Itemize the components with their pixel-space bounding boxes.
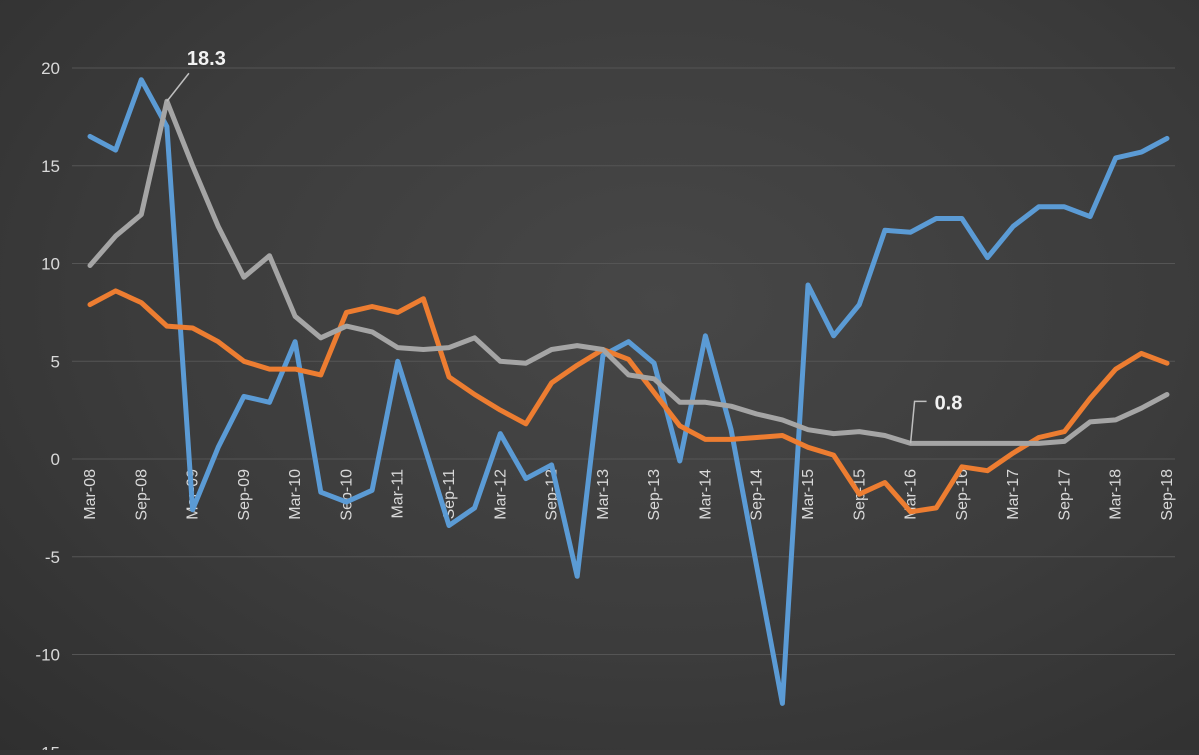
- x-tick-label: Sep-13: [646, 469, 663, 521]
- series-line-1: [87, 77, 1170, 706]
- y-tick-label: 5: [51, 352, 60, 371]
- x-tick-label: Sep-16: [954, 469, 971, 521]
- annotation-leader: [909, 400, 927, 444]
- x-tick-label: Mar-08: [82, 469, 99, 520]
- x-tick-label: Mar-17: [1005, 469, 1022, 520]
- y-tick-label: 15: [41, 157, 60, 176]
- x-tick-label: Mar-13: [595, 469, 612, 520]
- x-tick-label: Mar-18: [1108, 469, 1125, 520]
- x-tick-label: Sep-18: [1159, 469, 1176, 521]
- y-tick-label: 10: [41, 255, 60, 274]
- x-tick-label: Sep-08: [133, 469, 150, 521]
- y-tick-label: -5: [45, 548, 60, 567]
- x-tick-label: Mar-11: [390, 469, 407, 519]
- y-tick-label: 0: [51, 450, 60, 469]
- annotation-leader: [166, 72, 190, 102]
- x-tick-label: Sep-10: [338, 469, 355, 521]
- y-tick-label: -10: [35, 646, 60, 665]
- x-tick-label: Sep-14: [749, 469, 766, 521]
- x-tick-label: Mar-12: [492, 469, 509, 520]
- y-tick-label: 20: [41, 59, 60, 78]
- series-line-2: [87, 288, 1170, 515]
- y-tick-label: -15: [35, 743, 60, 750]
- x-tick-label: Mar-14: [697, 469, 714, 520]
- annotation-label: 0.8: [935, 392, 963, 414]
- annotation-label: 18.3: [187, 48, 226, 70]
- x-tick-label: Mar-15: [800, 469, 817, 520]
- x-tick-label: Sep-17: [1056, 469, 1073, 521]
- x-tick-label: Mar-10: [287, 469, 304, 520]
- series-line-3: [87, 98, 1170, 446]
- x-tick-label: Sep-09: [236, 469, 253, 521]
